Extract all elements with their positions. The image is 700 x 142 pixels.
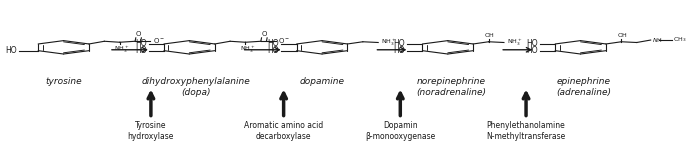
Text: HO: HO bbox=[526, 46, 538, 55]
Text: HO: HO bbox=[135, 46, 146, 55]
Text: Aromatic amino acid
decarboxylase: Aromatic amino acid decarboxylase bbox=[244, 121, 323, 141]
Text: HO: HO bbox=[5, 46, 17, 55]
Text: HO: HO bbox=[267, 39, 279, 48]
Text: O: O bbox=[262, 31, 267, 37]
Text: HO: HO bbox=[267, 46, 279, 55]
Text: Tyrosine
hydroxylase: Tyrosine hydroxylase bbox=[127, 121, 174, 141]
Text: O$^-$: O$^-$ bbox=[279, 36, 290, 45]
Text: CH$_3$: CH$_3$ bbox=[673, 35, 687, 44]
Text: OH: OH bbox=[618, 33, 628, 38]
Text: HO: HO bbox=[393, 39, 405, 48]
Text: dopamine: dopamine bbox=[300, 77, 344, 86]
Text: O$^-$: O$^-$ bbox=[153, 36, 164, 45]
Text: NH$_3^+$: NH$_3^+$ bbox=[507, 38, 522, 48]
Text: HO: HO bbox=[393, 46, 405, 55]
Text: dihydroxyphenylalanine
(dopa): dihydroxyphenylalanine (dopa) bbox=[142, 77, 251, 97]
Text: OH: OH bbox=[485, 33, 495, 38]
Text: tyrosine: tyrosine bbox=[46, 77, 82, 86]
Text: O: O bbox=[136, 31, 141, 37]
Text: epinephrine
(adrenaline): epinephrine (adrenaline) bbox=[556, 77, 612, 97]
Text: HO: HO bbox=[526, 39, 538, 48]
Text: NH$_3^+$: NH$_3^+$ bbox=[240, 45, 256, 55]
Text: $N$H: $N$H bbox=[652, 36, 663, 44]
Text: Dopamin
β-monooxygenase: Dopamin β-monooxygenase bbox=[365, 121, 435, 141]
Text: Phenylethanolamine
N-methyltransferase: Phenylethanolamine N-methyltransferase bbox=[486, 121, 566, 141]
Text: HO: HO bbox=[135, 39, 146, 48]
Text: norepinephrine
(noradrenaline): norepinephrine (noradrenaline) bbox=[416, 77, 486, 97]
Text: NH$_3^+$: NH$_3^+$ bbox=[114, 45, 130, 55]
Text: NH$_3^+$: NH$_3^+$ bbox=[381, 38, 396, 48]
